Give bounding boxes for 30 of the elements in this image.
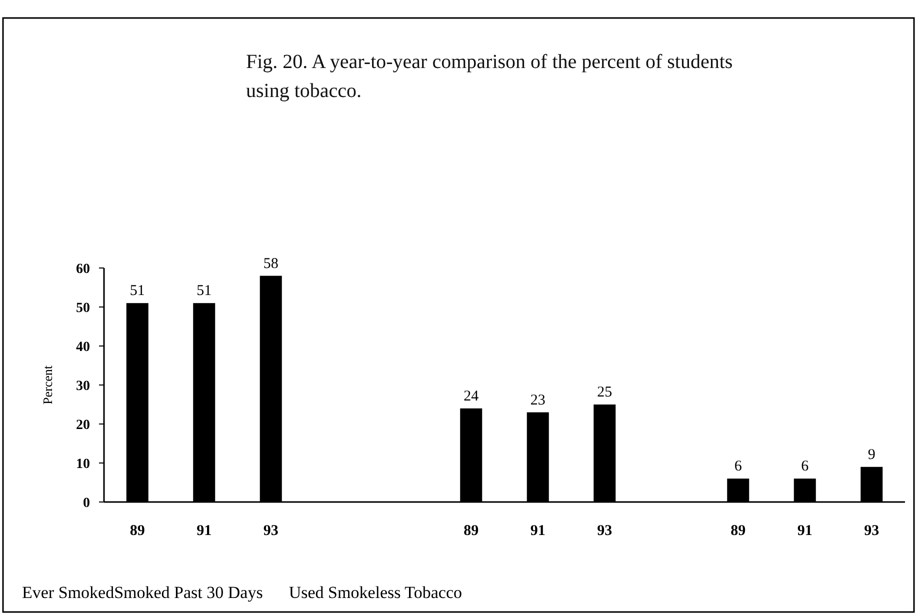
data-label: 51	[130, 283, 145, 300]
data-label: 58	[263, 256, 278, 272]
text: Smoked Past 30 Days	[114, 583, 263, 602]
x-tick-label: 89	[130, 523, 145, 539]
x-tick-label: 89	[464, 523, 479, 539]
data-label: 23	[530, 392, 546, 408]
y-tick-label: 20	[76, 418, 90, 433]
y-tick-label: 30	[76, 378, 90, 394]
data-label: 6	[801, 458, 810, 475]
text: Used Smokeless Tobacco	[288, 583, 462, 602]
data-label: 9	[868, 446, 876, 463]
x-tick-label: 91	[530, 523, 546, 539]
y-axis-title: Percent	[40, 365, 55, 404]
y-tick-label: 40	[76, 340, 90, 355]
x-tick-label: 89	[730, 523, 746, 539]
x-tick-label: 93	[263, 523, 278, 539]
y-tick-label: 10	[76, 456, 90, 472]
x-tick-label: 93	[597, 523, 612, 539]
data-label: 24	[464, 388, 480, 404]
text: Ever Smoked	[22, 583, 115, 602]
x-tick-label: 91	[196, 523, 212, 539]
data-label: 25	[597, 384, 612, 400]
x-tick-label: 91	[797, 523, 812, 539]
data-label: 51	[196, 283, 212, 300]
y-tick-label: 60	[76, 262, 90, 277]
x-tick-label: 93	[864, 523, 880, 539]
y-tick-label: 0	[83, 496, 90, 511]
chart-title: Fig. 20. A year-to-year comparison of the percent of students using tobacco.	[246, 51, 733, 102]
y-tick-label: 50	[76, 300, 90, 316]
data-label: 6	[734, 458, 742, 475]
